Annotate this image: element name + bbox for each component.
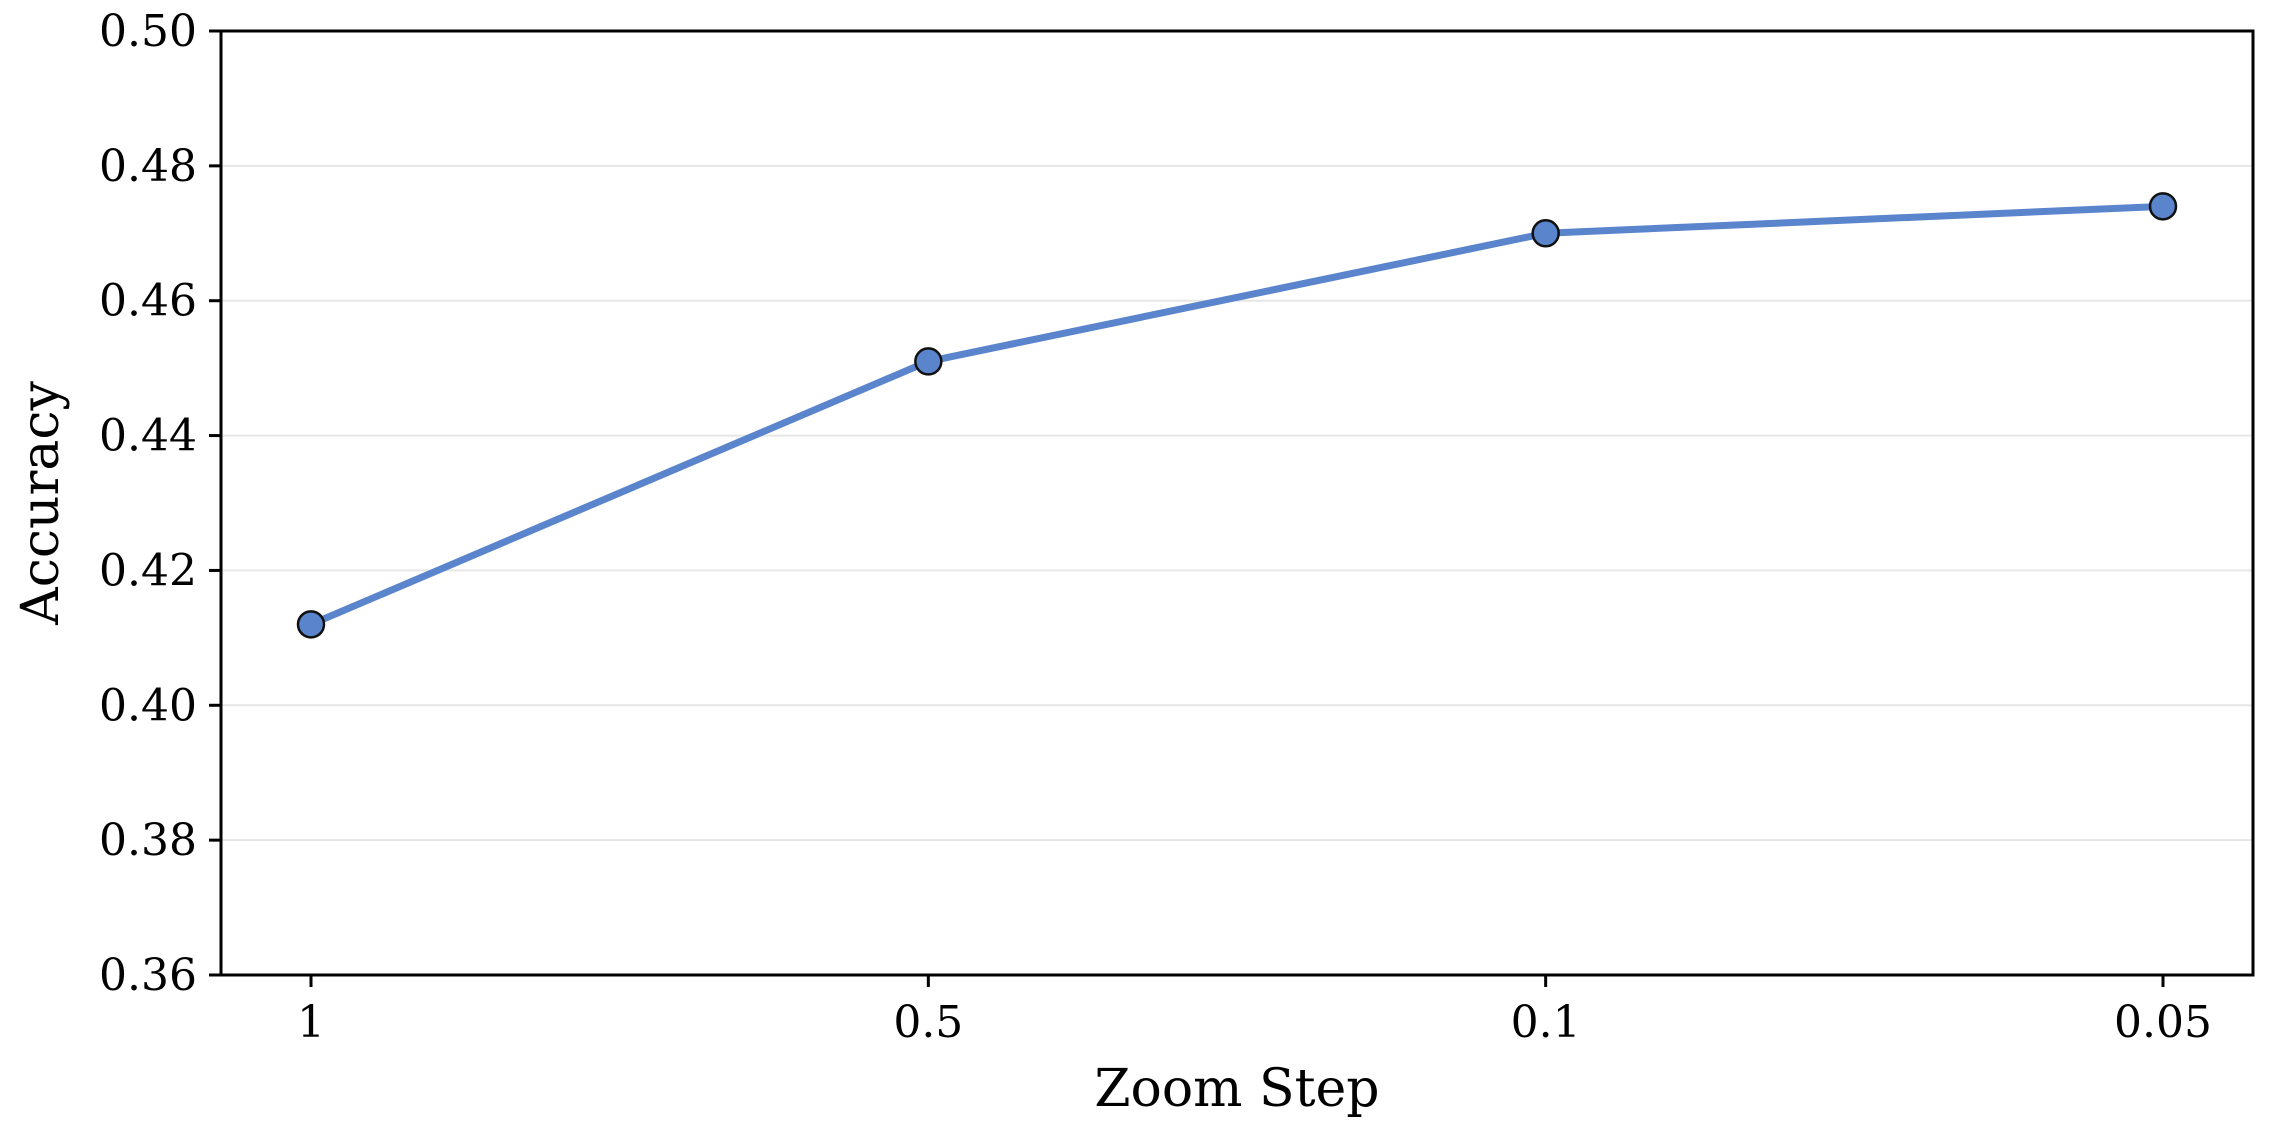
gridlines xyxy=(221,30,2253,976)
data-point xyxy=(296,610,326,639)
y-tick-label: 0.46 xyxy=(99,276,197,327)
x-tick-label: 0.1 xyxy=(1511,997,1581,1048)
data-point xyxy=(2148,192,2178,221)
x-tick-label: 1 xyxy=(297,997,325,1048)
y-tick-label: 0.42 xyxy=(99,545,197,596)
y-tick-label: 0.48 xyxy=(99,141,197,192)
y-tick-label: 0.50 xyxy=(99,6,197,57)
series-group xyxy=(296,192,2178,639)
y-tick-label: 0.36 xyxy=(99,950,197,1001)
y-axis-label: Accuracy xyxy=(11,381,71,626)
y-tick-label: 0.38 xyxy=(99,815,197,866)
y-tick-label: 0.40 xyxy=(99,680,197,731)
y-axis-ticks: 0.36 0.38 0.40 0.42 0.44 0.46 0.48 0.50 xyxy=(99,6,221,1001)
x-axis-label: Zoom Step xyxy=(1094,1059,1379,1119)
plot-area-frame xyxy=(219,29,2255,977)
x-axis-ticks: 1 0.5 0.1 0.05 xyxy=(297,975,2212,1048)
data-point xyxy=(1531,219,1560,248)
x-tick-label: 0.5 xyxy=(893,997,963,1048)
series-line xyxy=(307,202,2167,628)
x-tick-label: 0.05 xyxy=(2114,997,2212,1048)
y-tick-label: 0.44 xyxy=(99,411,197,462)
data-point xyxy=(914,347,943,376)
